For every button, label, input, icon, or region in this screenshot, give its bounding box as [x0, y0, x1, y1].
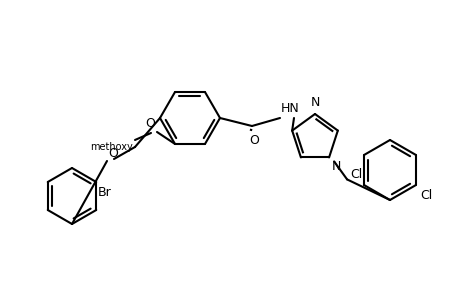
- Text: O: O: [248, 134, 258, 147]
- Text: methoxy: methoxy: [90, 142, 133, 152]
- Text: Cl: Cl: [349, 168, 361, 181]
- Text: O: O: [145, 117, 155, 130]
- Text: N: N: [331, 160, 341, 173]
- Text: Br: Br: [98, 186, 112, 199]
- Text: HN: HN: [280, 102, 299, 115]
- Text: O: O: [108, 147, 118, 160]
- Text: N: N: [310, 96, 319, 109]
- Text: Cl: Cl: [419, 189, 431, 202]
